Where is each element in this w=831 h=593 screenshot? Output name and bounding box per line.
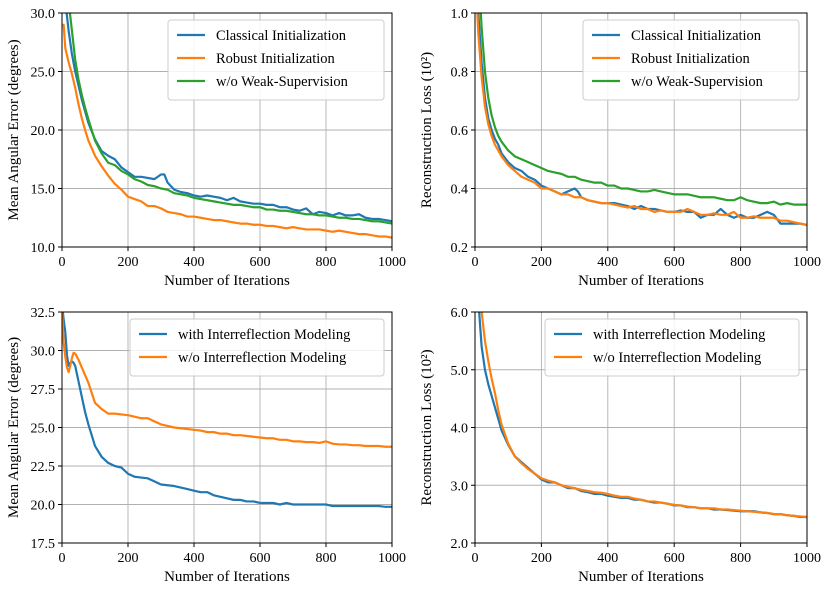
series-line-1	[478, 312, 807, 519]
y-tick-label: 15.0	[31, 183, 56, 198]
legend-label: Classical Initialization	[631, 28, 762, 44]
y-tick-label: 32.5	[31, 306, 56, 321]
series-line-3	[68, 13, 392, 225]
legend-box	[129, 318, 385, 377]
y-tick-label: 30.0	[31, 7, 56, 22]
x-tick-label: 0	[59, 551, 66, 566]
x-tick-label: 400	[184, 255, 205, 270]
x-tick-label: 1000	[793, 551, 821, 566]
x-tick-label: 200	[531, 255, 552, 270]
x-tick-label: 400	[597, 255, 618, 270]
y-tick-label: 17.5	[31, 537, 56, 552]
y-axis-label: Mean Angular Error (degrees)	[6, 337, 22, 518]
x-tick-label: 1000	[793, 255, 821, 270]
x-tick-label: 200	[118, 255, 139, 270]
legend-label: with Interreflection Modeling	[593, 327, 765, 343]
x-tick-label: 0	[472, 551, 479, 566]
legend-box	[582, 19, 800, 101]
y-tick-label: 0.4	[451, 183, 469, 198]
x-tick-label: 800	[316, 551, 337, 566]
x-tick-label: 600	[250, 551, 271, 566]
y-axis-label: Reconstruction Loss (10²)	[419, 52, 435, 208]
x-tick-label: 1000	[378, 255, 406, 270]
x-tick-label: 0	[472, 255, 479, 270]
series-line-3	[479, 13, 807, 206]
chart-panel-4: 0 200 400 600 800 1000 2.0 3.0 4.0 5.0 6.0 Number o…	[419, 306, 821, 585]
x-tick-label: 0	[59, 255, 66, 270]
x-tick-label: 600	[250, 255, 271, 270]
y-tick-label: 30.0	[31, 345, 56, 360]
y-tick-label: 25.0	[31, 422, 56, 437]
legend-label: with Interreflection Modeling	[178, 327, 350, 343]
chart-panel-1: 0 200 400 600 800 1000 10.0 15.0 20.0 25.0 30.0 Num…	[6, 7, 406, 289]
y-tick-label: 1.0	[451, 7, 469, 22]
legend-label: Classical Initialization	[216, 28, 347, 44]
x-tick-label: 200	[531, 551, 552, 566]
series-line-2	[476, 13, 807, 227]
y-tick-label: 3.0	[451, 479, 469, 494]
y-tick-label: 20.0	[31, 124, 56, 139]
y-tick-label: 2.0	[451, 537, 469, 552]
y-tick-label: 25.0	[31, 66, 56, 81]
legend-box	[544, 318, 800, 377]
legend: Classical Initialization Robust Initializ…	[582, 19, 800, 101]
legend-box	[167, 19, 385, 101]
series-line-2	[62, 23, 392, 239]
x-axis-label: Number of Iterations	[578, 569, 704, 585]
y-tick-label: 22.5	[31, 460, 56, 475]
x-tick-label: 800	[730, 551, 751, 566]
y-tick-label: 10.0	[31, 241, 56, 256]
y-tick-label: 0.2	[451, 241, 469, 256]
x-tick-label: 200	[118, 551, 139, 566]
x-tick-label: 600	[664, 551, 685, 566]
x-tick-label: 800	[316, 255, 337, 270]
y-tick-label: 27.5	[31, 383, 56, 398]
y-axis-label: Mean Angular Error (degrees)	[6, 39, 22, 220]
y-axis-label: Reconstruction Loss (10²)	[419, 349, 435, 505]
legend-label: w/o Interreflection Modeling	[178, 350, 346, 366]
x-axis-label: Number of Iterations	[578, 273, 704, 289]
series-line-2	[480, 312, 807, 519]
y-tick-label: 6.0	[451, 306, 469, 321]
chart-panel-3: 0 200 400 600 800 1000 17.5 20.0 22.5 25.0 27.5 30.…	[6, 306, 406, 585]
legend-label: w/o Interreflection Modeling	[593, 350, 761, 366]
series-line-2	[62, 312, 392, 448]
x-axis-label: Number of Iterations	[164, 569, 290, 585]
x-tick-label: 600	[664, 255, 685, 270]
chart-panel-2: 0 200 400 600 800 1000 0.2 0.4 0.6 0.8 1.0 Number o…	[419, 7, 821, 289]
x-tick-label: 400	[184, 551, 205, 566]
series-line-1	[62, 312, 392, 508]
legend-label: w/o Weak-Supervision	[631, 74, 764, 90]
legend-label: Robust Initialization	[216, 51, 336, 67]
legend-label: w/o Weak-Supervision	[216, 74, 349, 90]
x-tick-label: 800	[730, 255, 751, 270]
legend: with Interreflection Modeling w/o Interre…	[129, 318, 385, 377]
legend: with Interreflection Modeling w/o Interre…	[544, 318, 800, 377]
y-tick-label: 0.8	[451, 66, 469, 81]
legend-label: Robust Initialization	[631, 51, 751, 67]
y-tick-label: 20.0	[31, 499, 56, 514]
x-tick-label: 400	[597, 551, 618, 566]
legend: Classical Initialization Robust Initializ…	[167, 19, 385, 101]
x-tick-label: 1000	[378, 551, 406, 566]
y-tick-label: 4.0	[451, 422, 469, 437]
y-tick-label: 0.6	[451, 124, 469, 139]
x-axis-label: Number of Iterations	[164, 273, 290, 289]
y-tick-label: 5.0	[451, 364, 469, 379]
